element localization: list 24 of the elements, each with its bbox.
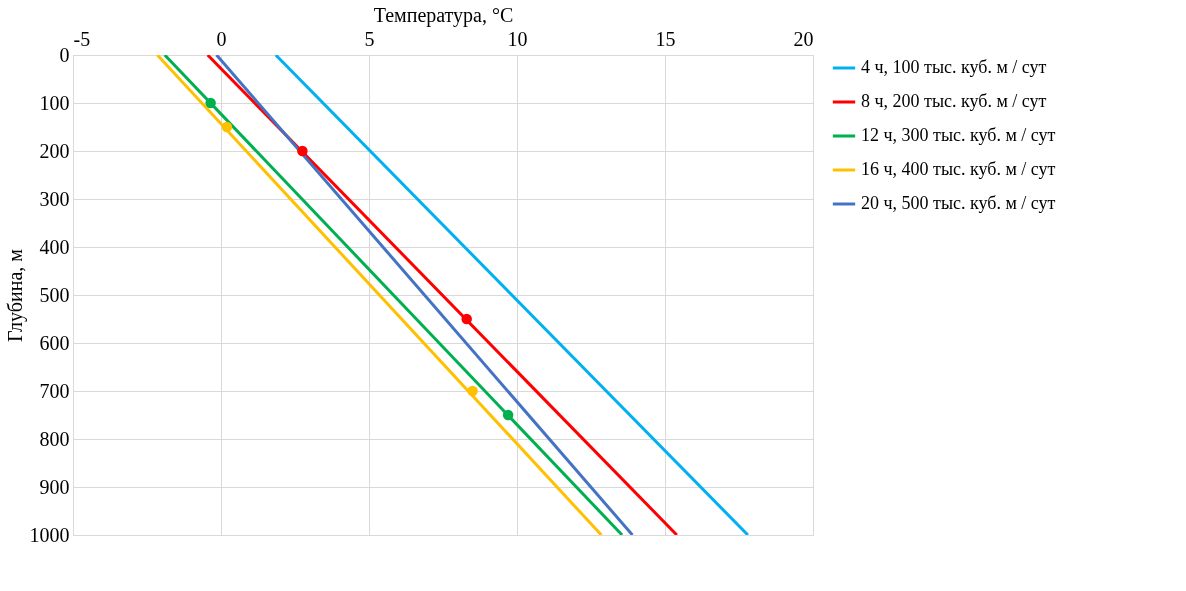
y-tick-label: 1000: [29, 523, 70, 546]
y-tick-label: 800: [39, 427, 70, 450]
x-tick-label: -5: [73, 27, 91, 50]
y-tick-label: 900: [39, 475, 70, 498]
y-tick-label: 400: [39, 235, 70, 258]
legend-label: 8 ч, 200 тыс. куб. м / сут: [861, 91, 1047, 111]
x-tick-label: 10: [507, 27, 528, 50]
y-axis-title: Глубина, м: [3, 248, 27, 342]
y-tick-label: 100: [39, 91, 70, 114]
y-tick-label: 300: [39, 187, 70, 210]
y-tick-label: 500: [39, 283, 70, 306]
x-tick-label: 5: [364, 27, 375, 50]
legend-label: 20 ч, 500 тыс. куб. м / сут: [861, 193, 1056, 213]
y-tick-label: 600: [39, 331, 70, 354]
legend-label: 12 ч, 300 тыс. куб. м / сут: [861, 125, 1056, 145]
y-tick-label: 0: [59, 43, 70, 66]
x-tick-label: 0: [216, 27, 227, 50]
x-axis-title: Температура, °C: [373, 3, 514, 27]
legend-label: 16 ч, 400 тыс. куб. м / сут: [861, 159, 1056, 179]
y-tick-label: 200: [39, 139, 70, 162]
legend-label: 4 ч, 100 тыс. куб. м / сут: [861, 57, 1047, 77]
x-tick-label: 20: [793, 27, 814, 50]
y-tick-label: 700: [39, 379, 70, 402]
x-tick-label: 15: [655, 27, 676, 50]
